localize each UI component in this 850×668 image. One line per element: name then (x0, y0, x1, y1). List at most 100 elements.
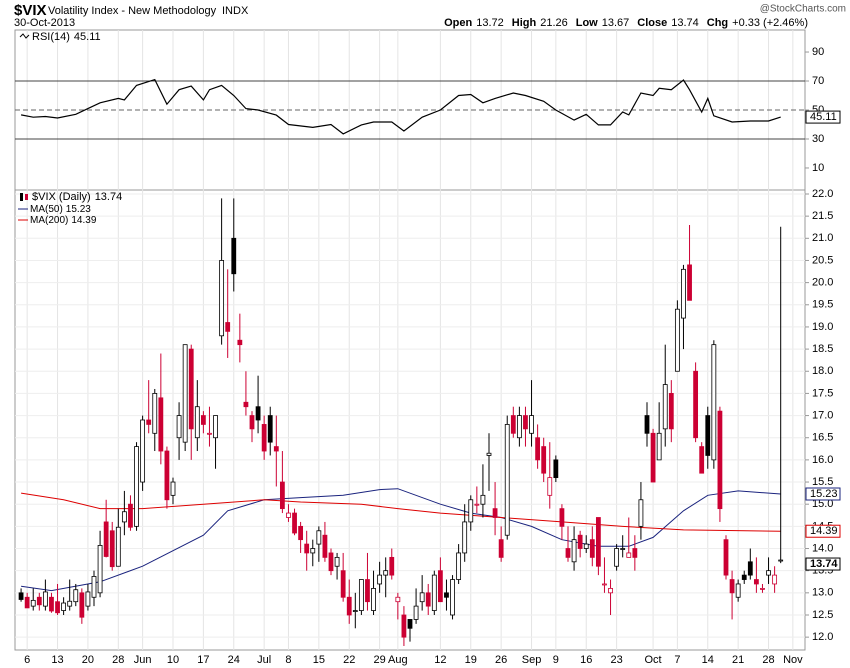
y-tick-label: 12.5 (812, 609, 833, 621)
candle-body (468, 499, 474, 523)
candle-body (535, 437, 541, 461)
candle-body (377, 574, 383, 585)
candle-body (61, 602, 67, 611)
legend-entry: MA(200) 14.39 (30, 215, 97, 226)
candle-body (103, 521, 109, 557)
candle-body (705, 415, 711, 456)
candle-body (510, 415, 516, 434)
candle-body (450, 579, 455, 616)
candle-body (292, 512, 297, 534)
y-tick-label: 16.0 (812, 454, 833, 466)
candle-body (437, 570, 443, 603)
candle-body (261, 424, 267, 452)
candle-body (194, 406, 200, 439)
candle-body (279, 481, 285, 510)
candle-body (273, 446, 279, 452)
x-tick-label: 16 (580, 654, 592, 666)
value-tag: 45.11 (810, 111, 837, 123)
candle-body (565, 548, 571, 558)
legend-icon (19, 33, 30, 39)
candle-body (656, 432, 662, 461)
candle-body (608, 588, 613, 594)
candle-body (97, 545, 103, 594)
x-tick-label: Aug (388, 654, 408, 666)
source: @StockCharts.com (760, 4, 846, 15)
legend-name: $VIX (Daily) (32, 191, 91, 203)
candle-body (735, 583, 741, 598)
candle-body (389, 556, 395, 576)
y-tick-label: 17.0 (812, 409, 833, 421)
candle-body (638, 499, 644, 527)
x-tick-label: 21 (732, 654, 744, 666)
legend-name: MA(200) (30, 215, 68, 226)
candle-body (583, 543, 589, 549)
candle-body (553, 459, 559, 479)
legend-entry: $VIX (Daily) 13.74 (32, 191, 122, 203)
value-tag-box (805, 557, 841, 571)
x-tick-label: 12 (434, 654, 446, 666)
candle-body (85, 591, 91, 607)
x-tick-label: Jun (134, 654, 152, 666)
candle-body (346, 596, 352, 616)
legend-icon (20, 193, 23, 201)
symbol: $VIX (14, 2, 47, 19)
legend-value: 15.23 (66, 204, 91, 215)
candle-body (474, 503, 480, 506)
candle-body (286, 512, 291, 518)
candle-body (18, 592, 24, 600)
candle-body (128, 503, 133, 528)
candle-body (462, 521, 468, 554)
candle-body (486, 452, 492, 456)
y-tick-label: 70 (812, 75, 824, 87)
moving-average (21, 492, 781, 532)
candle-body (723, 539, 729, 576)
legend-entry: MA(50) 15.23 (30, 204, 91, 215)
legend-name: MA(50) (30, 204, 63, 215)
candle-body (158, 397, 164, 452)
x-tick-label: Jul (257, 654, 271, 666)
candle-body (213, 415, 218, 439)
date: 30-Oct-2013 (14, 17, 75, 29)
y-tick-label: 90 (812, 46, 824, 58)
candle-body (24, 596, 30, 609)
candle-body (152, 393, 158, 434)
candle-body (42, 591, 48, 607)
subtitle: Volatility Index - New Methodology (48, 5, 217, 17)
value-tag-box (805, 524, 841, 538)
candle-body (176, 415, 182, 439)
candle-body (407, 619, 413, 629)
quote-value: +0.33 (+2.46%) (732, 17, 808, 29)
candle-body (523, 415, 528, 430)
x-tick-label: 14 (702, 654, 714, 666)
candle-body (595, 517, 601, 567)
candle-body (219, 260, 225, 337)
x-tick-label: 8 (285, 654, 291, 666)
candle-body (328, 552, 334, 572)
candle-body (255, 406, 261, 421)
candle-body (316, 530, 322, 545)
x-tick-label: Sep (522, 654, 542, 666)
candle-body (577, 534, 583, 549)
legend-value: 13.74 (95, 191, 123, 203)
candle-body (529, 415, 534, 434)
quote-label: Open (444, 17, 472, 29)
candle-body (298, 525, 304, 541)
candle-body (480, 494, 486, 505)
x-tick-label: 26 (495, 654, 507, 666)
candle-body (444, 592, 449, 598)
y-tick-label: 19.5 (812, 299, 833, 311)
candle-body (36, 596, 42, 606)
candle-body (516, 415, 522, 439)
candle-body (267, 415, 273, 443)
candle-body (504, 424, 510, 536)
candle-body (766, 570, 771, 576)
candle-body (55, 601, 60, 614)
value-tag: 15.23 (810, 488, 838, 500)
candle-body (49, 596, 54, 612)
candle-body (170, 481, 176, 496)
y-tick-label: 19.0 (812, 321, 833, 333)
candle-body (626, 552, 632, 558)
candle-body (109, 530, 115, 568)
candle-body (140, 419, 146, 483)
